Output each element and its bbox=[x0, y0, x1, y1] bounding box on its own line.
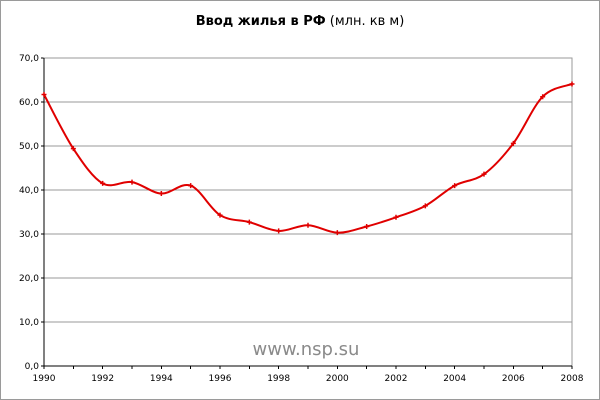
x-tick-label: 2002 bbox=[385, 374, 408, 384]
data-point bbox=[569, 81, 575, 87]
y-tick-label: 40,0 bbox=[19, 186, 39, 196]
x-tick-label: 2008 bbox=[561, 374, 584, 384]
x-tick-label: 1990 bbox=[33, 374, 56, 384]
x-tick-label: 2004 bbox=[443, 374, 466, 384]
chart-title: Ввод жилья в РФ (млн. кв м) bbox=[0, 14, 600, 29]
data-point bbox=[100, 180, 106, 186]
data-point bbox=[70, 146, 76, 152]
chart-title-main: Ввод жилья в РФ bbox=[195, 14, 326, 29]
data-point bbox=[217, 212, 223, 218]
y-tick-label: 70,0 bbox=[19, 54, 39, 64]
series-layer bbox=[41, 81, 575, 236]
x-tick-label: 1996 bbox=[209, 374, 232, 384]
data-point bbox=[481, 171, 487, 177]
x-tick-label: 1992 bbox=[91, 374, 114, 384]
watermark: www.nsp.su bbox=[253, 339, 360, 360]
y-tick-label: 10,0 bbox=[19, 318, 39, 328]
y-tick-label: 50,0 bbox=[19, 142, 39, 152]
data-point bbox=[540, 94, 546, 100]
data-point bbox=[334, 230, 340, 236]
y-tick-labels: 0,0 10,0 20,0 30,0 40,0 50,0 60,0 70,0 bbox=[19, 54, 39, 372]
data-point bbox=[188, 183, 194, 189]
data-point bbox=[305, 222, 311, 228]
data-point bbox=[422, 203, 428, 209]
data-point bbox=[393, 214, 399, 220]
plot-area bbox=[43, 57, 573, 367]
axes bbox=[41, 57, 573, 369]
x-tick-label: 1994 bbox=[150, 374, 173, 384]
data-point bbox=[510, 140, 516, 146]
y-tick-label: 0,0 bbox=[25, 362, 40, 372]
data-point bbox=[364, 224, 370, 230]
data-point bbox=[129, 179, 135, 185]
data-point bbox=[452, 183, 458, 189]
data-point bbox=[158, 191, 164, 197]
y-tick-label: 60,0 bbox=[19, 98, 39, 108]
data-point bbox=[41, 92, 47, 98]
series-line bbox=[43, 83, 573, 234]
grid-lines bbox=[44, 57, 572, 323]
x-tick-label: 2000 bbox=[326, 374, 349, 384]
data-point bbox=[246, 219, 252, 225]
y-tick-label: 20,0 bbox=[19, 274, 39, 284]
x-tick-label: 1998 bbox=[267, 374, 290, 384]
x-tick-label: 2006 bbox=[502, 374, 525, 384]
x-tick-labels: 1990 1992 1994 1996 1998 2000 2002 2004 2006 2008 bbox=[33, 374, 584, 384]
chart-title-unit: (млн. кв м) bbox=[329, 14, 405, 29]
y-tick-label: 30,0 bbox=[19, 230, 39, 240]
data-point bbox=[276, 228, 282, 234]
